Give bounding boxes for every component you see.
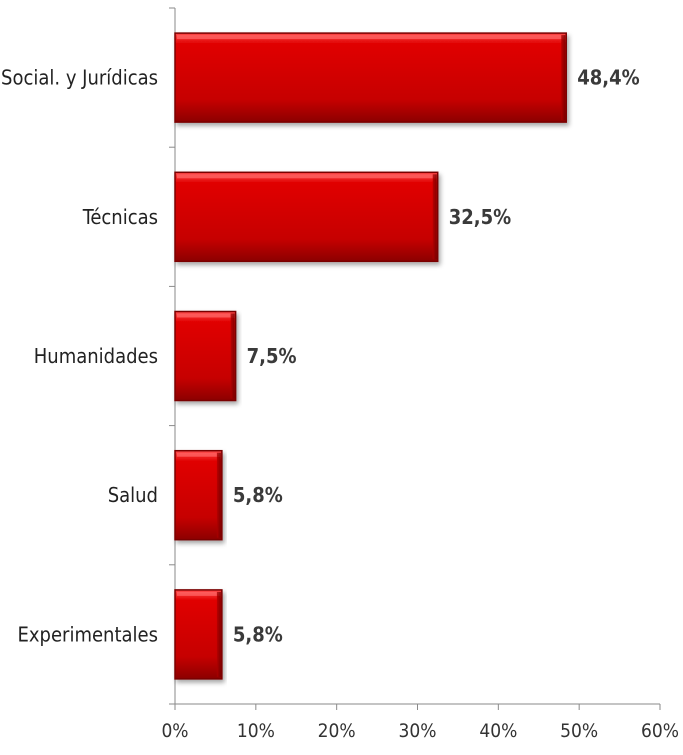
bar-highlight <box>177 35 565 40</box>
bar-highlight <box>177 591 220 596</box>
x-tick-label: 60% <box>641 720 679 742</box>
bar-edge <box>230 313 235 399</box>
bar-body <box>174 32 567 123</box>
x-tick-label: 30% <box>399 720 437 742</box>
bar <box>174 310 237 402</box>
bar <box>174 171 439 263</box>
bar <box>174 449 223 541</box>
bar <box>174 589 223 680</box>
x-tick-label: 40% <box>479 720 517 742</box>
x-tick-label: 50% <box>560 720 598 742</box>
labels-layer: Social. y Jurídicas 48,4% Técnicas 32,5% Hum… <box>1 66 640 647</box>
value-label: 7,5% <box>247 344 297 368</box>
category-label: Salud <box>108 483 158 507</box>
bar-edge <box>216 591 221 677</box>
bar-body <box>174 449 223 541</box>
x-tick-label: 10% <box>237 720 275 742</box>
bar-body <box>174 171 439 263</box>
bars-layer <box>174 32 567 680</box>
value-label: 48,4% <box>577 66 639 90</box>
category-label: Experimentales <box>18 622 158 646</box>
bar-edge <box>432 174 437 260</box>
bar-edge <box>561 35 566 121</box>
category-label: Social. y Jurídicas <box>1 66 158 90</box>
value-label: 32,5% <box>449 205 511 229</box>
value-label: 5,8% <box>233 622 283 646</box>
bar-edge <box>216 452 221 538</box>
axis-layer: 0% 10% 20% 30% 40% 50% 60% <box>161 7 679 742</box>
bar-body <box>174 589 223 680</box>
bar-body <box>174 310 237 402</box>
category-label: Técnicas <box>82 205 158 229</box>
x-tick-label: 20% <box>318 720 356 742</box>
x-tick-label: 0% <box>161 720 188 742</box>
bar-highlight <box>177 174 436 179</box>
bar-highlight <box>177 452 220 457</box>
bar-highlight <box>177 313 234 318</box>
category-label: Humanidades <box>34 344 158 368</box>
bar <box>174 32 567 123</box>
value-label: 5,8% <box>233 483 283 507</box>
